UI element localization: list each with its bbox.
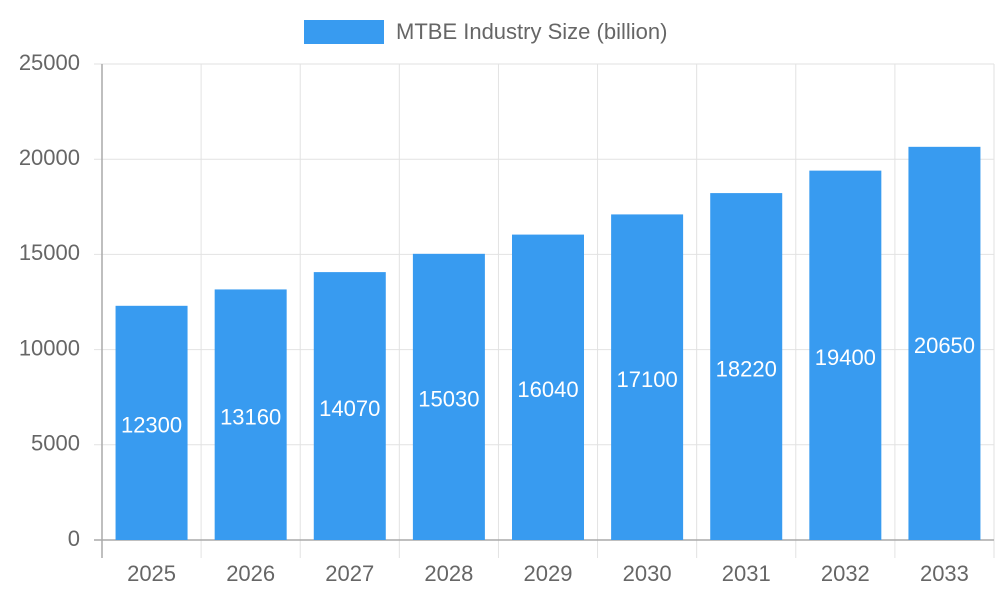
data-label: 12300	[121, 413, 182, 438]
x-tick-label: 2033	[920, 561, 969, 586]
y-tick-label: 25000	[19, 50, 80, 75]
bar	[214, 289, 287, 540]
data-label: 16040	[517, 377, 578, 402]
x-tick-label: 2025	[127, 561, 176, 586]
data-label: 19400	[815, 345, 876, 370]
data-label: 14070	[319, 396, 380, 421]
y-tick-label: 10000	[19, 335, 80, 360]
bar	[512, 234, 584, 541]
bar	[710, 193, 783, 541]
bar	[611, 214, 684, 540]
y-tick-label: 0	[68, 526, 80, 551]
x-tick-label: 2028	[424, 561, 473, 586]
legend-label: MTBE Industry Size (billion)	[396, 19, 667, 44]
data-label: 15030	[418, 387, 479, 412]
x-tick-label: 2032	[821, 561, 870, 586]
x-tick-label: 2026	[226, 561, 275, 586]
bar	[412, 253, 485, 540]
x-tick-label: 2031	[722, 561, 771, 586]
legend-swatch	[304, 20, 384, 44]
data-label: 20650	[914, 333, 975, 358]
bar	[115, 305, 188, 540]
bar	[908, 146, 981, 540]
x-tick-label: 2029	[524, 561, 573, 586]
data-label: 13160	[220, 405, 281, 430]
data-label: 18220	[716, 356, 777, 381]
data-label: 17100	[617, 367, 678, 392]
bar	[313, 272, 386, 540]
y-tick-label: 20000	[19, 145, 80, 170]
bar	[809, 170, 882, 540]
y-tick-label: 5000	[31, 431, 80, 456]
x-tick-label: 2027	[325, 561, 374, 586]
y-tick-label: 15000	[19, 240, 80, 265]
x-tick-label: 2030	[623, 561, 672, 586]
